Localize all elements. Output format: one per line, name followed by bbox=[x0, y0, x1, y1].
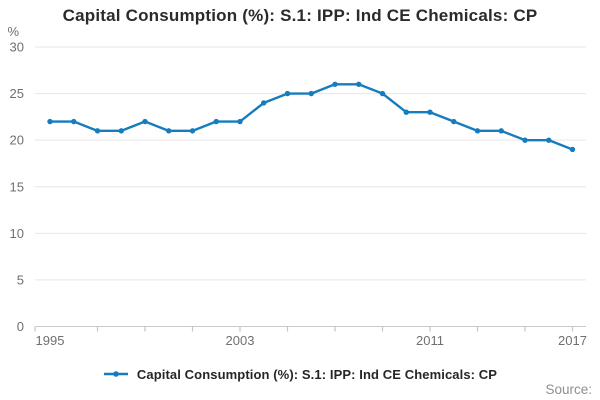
y-tick-label: 30 bbox=[10, 40, 24, 55]
x-tick-label: 2011 bbox=[416, 333, 444, 348]
data-point bbox=[474, 128, 481, 134]
chart-legend: Capital Consumption (%): S.1: IPP: Ind C… bbox=[0, 365, 600, 383]
line-chart-canvas: 0 5 10 15 20 25 30% 1995 2003 2011 2017 bbox=[7, 24, 587, 348]
y-tick-label: 0 bbox=[17, 319, 24, 334]
data-point bbox=[308, 90, 314, 97]
data-point bbox=[546, 137, 552, 143]
data-point bbox=[332, 81, 338, 87]
data-point bbox=[237, 118, 243, 125]
data-point bbox=[213, 118, 219, 125]
legend-series-label: Capital Consumption (%): S.1: IPP: Ind C… bbox=[136, 366, 498, 382]
data-point bbox=[189, 128, 196, 134]
data-point bbox=[261, 100, 267, 106]
data-point bbox=[356, 81, 362, 87]
y-axis-unit-label: % bbox=[7, 24, 19, 39]
y-tick-label: 10 bbox=[10, 226, 24, 241]
chart-title: Capital Consumption (%): S.1: IPP: Ind C… bbox=[62, 6, 538, 25]
data-point bbox=[118, 128, 124, 134]
y-tick-label: 5 bbox=[17, 272, 24, 287]
data-point bbox=[284, 90, 291, 97]
data-point bbox=[427, 109, 433, 115]
data-point bbox=[71, 118, 77, 125]
y-tick-label: 15 bbox=[10, 179, 24, 194]
data-point bbox=[498, 128, 504, 134]
data-point bbox=[451, 118, 457, 125]
y-tick-label: 20 bbox=[10, 133, 24, 148]
x-tick-label: 2003 bbox=[226, 333, 255, 348]
y-tick-label: 25 bbox=[10, 86, 24, 101]
x-tick-label: 2017 bbox=[558, 333, 587, 348]
legend-line-marker-icon bbox=[103, 371, 128, 377]
data-point bbox=[569, 146, 576, 153]
x-tick-label: 1995 bbox=[36, 333, 65, 348]
data-point bbox=[94, 128, 101, 134]
data-point bbox=[142, 118, 148, 125]
data-point bbox=[379, 90, 386, 97]
data-point bbox=[403, 109, 409, 115]
data-point bbox=[47, 118, 53, 125]
source-label: Source: bbox=[545, 382, 592, 397]
data-point bbox=[522, 137, 528, 143]
data-point bbox=[166, 128, 172, 134]
